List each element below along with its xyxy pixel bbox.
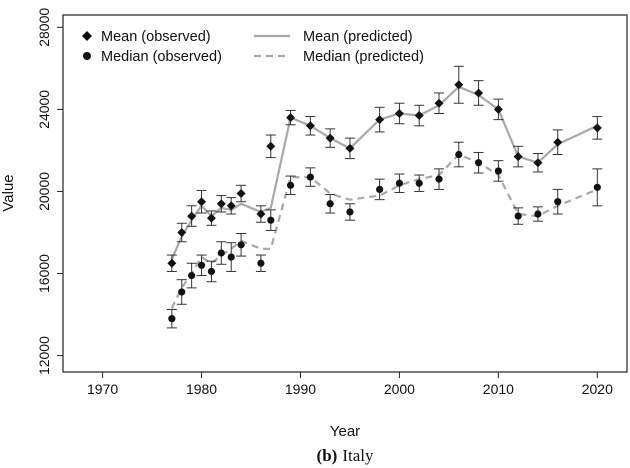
x-tick-label: 1980 (186, 381, 217, 397)
mean-observed-point (187, 211, 197, 221)
mean-observed-point (592, 123, 602, 133)
mean-observed-point (266, 141, 276, 151)
y-tick-label: 20000 (36, 172, 52, 211)
median-observed-point (267, 216, 275, 224)
mean-observed-point (167, 258, 177, 268)
y-tick-label: 16000 (36, 254, 52, 293)
y-axis: 12000 16000 20000 24000 28000 (36, 8, 63, 375)
legend-label-mean-observed: Mean (observed) (101, 29, 211, 45)
median-observed-point (306, 173, 314, 181)
median-observed-point (237, 241, 245, 249)
figure-caption: (b) Italy (317, 446, 374, 465)
median-observed-point (435, 175, 443, 183)
x-tick-label: 2020 (582, 381, 613, 397)
mean-observed-point (434, 98, 444, 108)
median-observed-point (217, 249, 225, 257)
legend-label-mean-predicted: Mean (predicted) (303, 29, 413, 45)
x-tick-label: 2010 (483, 381, 514, 397)
median-observed-point (474, 159, 483, 167)
mean-observed-point (533, 158, 543, 168)
median-observed-point (494, 167, 502, 175)
error-bars (166, 65, 603, 329)
caption-letter: (b) (317, 446, 338, 465)
mean-observed-point (454, 80, 464, 90)
legend: Mean (observed) Median (observed) Mean (… (82, 29, 424, 65)
y-axis-label: Value (0, 174, 17, 211)
mean-observed-point (256, 209, 266, 219)
mean-observed-point (206, 213, 216, 223)
median-observed-point (326, 200, 334, 208)
mean-observed-point (394, 108, 404, 118)
x-axis-label: Year (330, 423, 360, 440)
mean-observed-point (553, 137, 563, 147)
mean-observed-point (216, 199, 226, 209)
mean-observed-point (305, 121, 315, 131)
median-observed-point (415, 179, 423, 187)
mean-observed-point (177, 227, 187, 237)
series-line-median-predicted (170, 153, 598, 309)
median-observed-point (197, 261, 206, 269)
median-observed-point (554, 198, 562, 206)
points (167, 80, 602, 323)
median-observed-point (178, 288, 186, 296)
median-observed-point (227, 253, 235, 261)
legend-label-median-observed: Median (observed) (101, 49, 222, 65)
legend-marker-mean-observed (82, 31, 92, 41)
median-observed-point (455, 150, 463, 159)
median-observed-point (395, 179, 404, 187)
y-tick-label: 24000 (36, 90, 52, 129)
series-line-mean-predicted (170, 85, 598, 260)
mean-observed-point (197, 197, 207, 207)
x-tick-label: 2000 (384, 381, 415, 397)
median-observed-point (534, 210, 542, 218)
y-tick-label: 12000 (36, 336, 52, 375)
legend-label-median-predicted: Median (predicted) (303, 49, 424, 65)
mean-observed-point (513, 152, 523, 162)
median-observed-point (514, 212, 522, 220)
x-tick-label: 1990 (285, 381, 316, 397)
median-observed-point (286, 181, 295, 189)
plot-frame (62, 14, 628, 373)
mean-observed-point (493, 104, 503, 114)
median-observed-point (188, 271, 196, 280)
mean-observed-point (375, 115, 385, 125)
mean-observed-point (414, 111, 424, 121)
median-observed-point (168, 315, 176, 323)
mean-observed-point (286, 113, 296, 123)
mean-observed-point (345, 143, 355, 153)
mean-observed-point (236, 189, 246, 198)
median-observed-point (257, 259, 265, 267)
x-tick-label: 1970 (87, 381, 118, 397)
legend-marker-median-observed (83, 52, 91, 60)
caption-text: Italy (342, 446, 374, 465)
mean-observed-point (325, 133, 335, 143)
median-observed-point (593, 183, 601, 191)
median-observed-point (207, 267, 216, 276)
median-observed-point (346, 208, 354, 216)
mean-observed-point (226, 201, 236, 211)
mean-observed-point (474, 88, 484, 98)
y-tick-label: 28000 (36, 8, 52, 47)
median-observed-point (376, 185, 384, 193)
x-axis: 1970 1980 1990 2000 2010 2020 (87, 372, 613, 397)
